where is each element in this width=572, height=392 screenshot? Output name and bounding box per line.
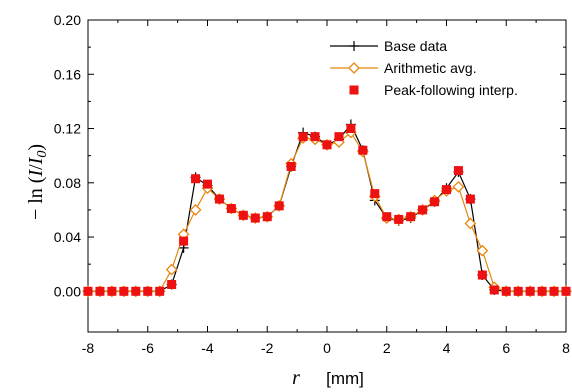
data-point <box>238 210 248 220</box>
data-point <box>501 286 511 296</box>
x-tick-label: 0 <box>323 340 331 356</box>
data-point <box>250 213 260 223</box>
data-point <box>298 132 308 142</box>
x-tick-label: 4 <box>443 340 451 356</box>
series-2 <box>82 126 572 298</box>
data-point <box>286 162 296 172</box>
data-point <box>274 201 284 211</box>
data-point <box>349 85 359 95</box>
x-axis-label-unit: [mm] <box>326 369 364 388</box>
series-group <box>82 119 572 298</box>
legend-label: Arithmetic avg. <box>384 60 477 76</box>
data-point <box>165 263 178 276</box>
legend-item: Peak-following interp. <box>349 82 518 98</box>
x-axis-label-var: r <box>292 367 300 389</box>
x-tick-label: 6 <box>502 340 510 356</box>
axis-ticks: -8 -6 -4 -2 0 2 4 6 8 0.00 0.04 0.08 0.12 0.16 0.20 <box>54 12 570 356</box>
data-point <box>143 286 153 296</box>
y-axis-label-sub: 0 <box>35 151 50 158</box>
data-point <box>442 185 451 195</box>
y-axis-label-suffix: ) <box>25 144 47 151</box>
data-point <box>465 194 475 204</box>
x-tick-label: 2 <box>383 340 391 356</box>
data-point <box>406 212 416 222</box>
data-point <box>95 286 105 296</box>
data-point <box>477 270 487 280</box>
data-point <box>464 217 477 230</box>
data-point <box>549 286 559 296</box>
data-point <box>348 62 360 74</box>
data-point <box>131 286 141 296</box>
data-point <box>382 212 392 222</box>
data-point <box>452 180 465 193</box>
y-tick-label: 0.08 <box>54 175 81 191</box>
legend-label: Base data <box>384 38 447 54</box>
data-point <box>453 166 463 176</box>
data-point <box>226 204 236 214</box>
data-point <box>179 236 189 246</box>
y-tick-label: 0.16 <box>54 66 81 82</box>
data-point <box>83 286 93 296</box>
data-point <box>561 286 571 296</box>
data-point <box>119 286 129 296</box>
y-tick-label: 0.20 <box>54 12 81 28</box>
series-line <box>88 131 566 292</box>
data-point <box>358 145 368 155</box>
x-tick-label: 8 <box>562 340 570 356</box>
data-point <box>167 280 177 290</box>
y-tick-label: 0.04 <box>54 229 81 245</box>
data-point <box>334 132 344 142</box>
x-tick-label: -8 <box>82 340 95 356</box>
data-point <box>155 286 165 296</box>
data-point <box>322 140 332 150</box>
data-point <box>214 194 224 204</box>
data-point <box>476 244 489 257</box>
x-tick-label: -4 <box>201 340 214 356</box>
y-axis-label: − ln (I/I0) <box>25 144 50 220</box>
data-point <box>262 212 272 222</box>
legend-item: Arithmetic avg. <box>330 60 477 76</box>
data-point <box>203 179 212 189</box>
y-tick-label: 0.00 <box>54 283 81 299</box>
data-point <box>349 41 359 51</box>
data-point <box>418 205 428 215</box>
data-point <box>489 285 499 295</box>
x-tick-label: -2 <box>261 340 274 356</box>
data-point <box>525 286 535 296</box>
x-tick-label: -6 <box>142 340 155 356</box>
data-point <box>107 286 117 296</box>
data-point <box>513 286 523 296</box>
data-point <box>189 203 202 216</box>
y-axis-label-prefix: − ln ( <box>25 176 47 220</box>
series-3 <box>83 124 571 296</box>
data-point <box>191 174 201 184</box>
y-axis-label-var: I <box>25 169 47 178</box>
data-point <box>394 214 404 224</box>
legend-item: Base data <box>330 38 447 54</box>
y-tick-label: 0.12 <box>54 121 81 137</box>
legend-label: Peak-following interp. <box>384 82 518 98</box>
y-axis-label-sep: / <box>25 164 47 170</box>
y-axis-label-var2: I <box>25 156 47 165</box>
data-point <box>310 132 320 142</box>
data-point <box>346 124 356 134</box>
data-point <box>370 189 380 199</box>
data-point <box>537 286 547 296</box>
data-point <box>430 197 440 207</box>
legend: Base data Arithmetic avg. Peak-following i… <box>330 38 518 98</box>
